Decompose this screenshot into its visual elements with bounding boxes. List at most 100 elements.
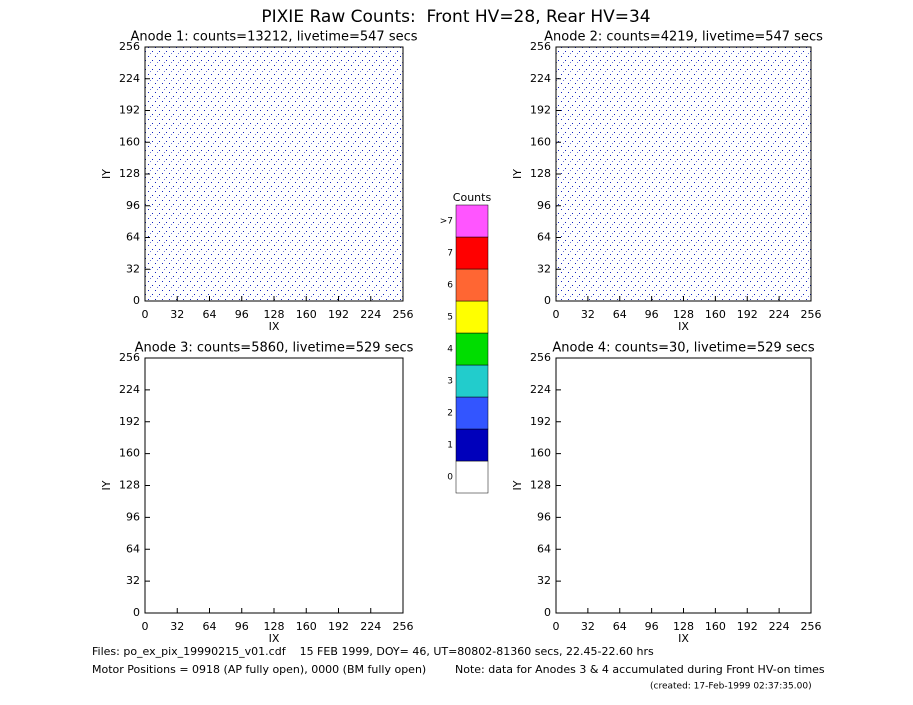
footer-created: (created: 17-Feb-1999 02:37:35.00) xyxy=(650,682,812,692)
x-tick-label: 0 xyxy=(142,308,149,321)
colorbar-swatch xyxy=(455,332,489,366)
x-tick-label: 160 xyxy=(296,620,317,633)
colorbar-label: 4 xyxy=(447,345,453,355)
colorbar-label: 1 xyxy=(447,441,453,451)
y-tick-label: 128 xyxy=(530,167,551,180)
y-tick-label: 192 xyxy=(119,104,140,117)
y-tick-label: 160 xyxy=(119,135,140,148)
y-axis-label: IY xyxy=(100,480,113,490)
y-tick-label: 96 xyxy=(126,510,140,523)
x-tick-label: 256 xyxy=(801,308,822,321)
panel-title: Anode 4: counts=30, livetime=529 secs xyxy=(552,341,814,356)
pixel-texture xyxy=(556,47,811,301)
y-tick-label: 160 xyxy=(119,447,140,460)
x-tick-label: 64 xyxy=(613,620,627,633)
x-tick-label: 128 xyxy=(673,308,694,321)
y-tick-label: 256 xyxy=(530,351,551,364)
y-tick-label: 128 xyxy=(119,167,140,180)
y-tick-label: 64 xyxy=(126,542,140,555)
x-tick-label: 224 xyxy=(769,620,790,633)
colorbar-swatch xyxy=(455,428,489,462)
page-title: PIXIE Raw Counts: Front HV=28, Rear HV=3… xyxy=(261,7,650,27)
x-tick-label: 64 xyxy=(203,308,217,321)
colorbar-swatch xyxy=(455,236,489,270)
colorbar-label: 7 xyxy=(447,249,453,259)
y-tick-label: 160 xyxy=(530,447,551,460)
footer-files: Files: po_ex_pix_19990215_v01.cdf 15 FEB… xyxy=(92,645,654,658)
y-tick-label: 32 xyxy=(537,262,551,275)
panel-title: Anode 2: counts=4219, livetime=547 secs xyxy=(544,30,823,45)
y-axis-label: IY xyxy=(100,169,113,179)
y-tick-label: 64 xyxy=(537,542,551,555)
y-tick-label: 32 xyxy=(126,262,140,275)
y-axis-label: IY xyxy=(511,480,524,490)
colorbar-swatch xyxy=(455,204,489,238)
x-tick-label: 0 xyxy=(142,620,149,633)
x-tick-label: 96 xyxy=(235,308,249,321)
y-tick-label: 96 xyxy=(126,199,140,212)
colorbar-title: Counts xyxy=(453,191,492,204)
y-tick-label: 256 xyxy=(119,40,140,53)
x-tick-label: 160 xyxy=(705,620,726,633)
y-tick-label: 192 xyxy=(530,415,551,428)
x-tick-label: 128 xyxy=(264,620,285,633)
footer-motor: Motor Positions = 0918 (AP fully open), … xyxy=(92,663,426,676)
pixel-texture xyxy=(145,47,403,301)
x-tick-label: 128 xyxy=(264,308,285,321)
x-tick-label: 96 xyxy=(645,620,659,633)
plot-frame xyxy=(144,357,404,614)
colorbar-label: 0 xyxy=(447,473,453,483)
x-tick-label: 0 xyxy=(553,620,560,633)
plot-frame xyxy=(555,357,812,614)
x-tick-label: 32 xyxy=(170,308,184,321)
y-tick-label: 256 xyxy=(119,351,140,364)
x-tick-label: 160 xyxy=(705,308,726,321)
y-tick-label: 128 xyxy=(119,479,140,492)
x-tick-label: 192 xyxy=(737,620,758,633)
x-axis-label: IX xyxy=(269,632,280,645)
colorbar-swatch xyxy=(455,300,489,334)
colorbar-swatch xyxy=(455,460,489,494)
x-tick-label: 64 xyxy=(613,308,627,321)
colorbar-label: >7 xyxy=(440,217,453,227)
y-tick-label: 32 xyxy=(126,574,140,587)
y-tick-label: 224 xyxy=(530,72,551,85)
colorbar-label: 2 xyxy=(447,409,453,419)
x-tick-label: 192 xyxy=(328,620,349,633)
x-tick-label: 256 xyxy=(801,620,822,633)
x-axis-label: IX xyxy=(269,320,280,333)
y-tick-label: 0 xyxy=(544,294,551,307)
y-tick-label: 224 xyxy=(119,383,140,396)
x-tick-label: 256 xyxy=(393,308,414,321)
y-axis-label: IY xyxy=(511,169,524,179)
x-tick-label: 128 xyxy=(673,620,694,633)
y-tick-label: 0 xyxy=(133,606,140,619)
y-tick-label: 96 xyxy=(537,510,551,523)
footer-note: Note: data for Anodes 3 & 4 accumulated … xyxy=(455,663,825,676)
y-tick-label: 224 xyxy=(530,383,551,396)
colorbar-swatch xyxy=(455,268,489,302)
x-tick-label: 32 xyxy=(170,620,184,633)
y-tick-label: 192 xyxy=(530,104,551,117)
y-tick-label: 64 xyxy=(126,231,140,244)
x-tick-label: 32 xyxy=(581,620,595,633)
y-tick-label: 32 xyxy=(537,574,551,587)
y-tick-label: 224 xyxy=(119,72,140,85)
x-tick-label: 224 xyxy=(360,620,381,633)
y-tick-label: 64 xyxy=(537,231,551,244)
x-tick-label: 192 xyxy=(328,308,349,321)
x-tick-label: 160 xyxy=(296,308,317,321)
panel-title: Anode 3: counts=5860, livetime=529 secs xyxy=(135,341,414,356)
x-tick-label: 64 xyxy=(203,620,217,633)
colorbar-label: 5 xyxy=(447,313,453,323)
y-tick-label: 96 xyxy=(537,199,551,212)
y-tick-label: 0 xyxy=(133,294,140,307)
colorbar-label: 3 xyxy=(447,377,453,387)
colorbar-swatch xyxy=(455,364,489,398)
x-axis-label: IX xyxy=(678,320,689,333)
x-tick-label: 96 xyxy=(235,620,249,633)
x-tick-label: 0 xyxy=(553,308,560,321)
y-tick-label: 128 xyxy=(530,479,551,492)
y-tick-label: 0 xyxy=(544,606,551,619)
x-tick-label: 224 xyxy=(360,308,381,321)
